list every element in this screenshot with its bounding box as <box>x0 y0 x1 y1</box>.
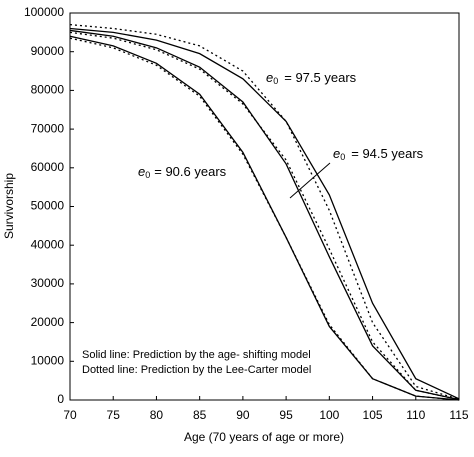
annotation-text: e0 = 94.5 years <box>333 146 424 162</box>
annotation: e0 = 94.5 years <box>289 146 424 199</box>
x-tick-label: 95 <box>279 408 293 422</box>
annotation-symbol: e <box>333 146 340 161</box>
dotted-line <box>69 31 460 401</box>
solid-line <box>69 29 460 401</box>
y-tick-label: 10000 <box>31 353 65 367</box>
x-axis-title: Age (70 years of age or more) <box>184 430 344 444</box>
annotation-text: e0 = 90.6 years <box>138 164 227 180</box>
dotted-line <box>69 37 460 401</box>
annotation-label: = 90.6 years <box>154 164 226 179</box>
x-tick-label: 80 <box>150 408 164 422</box>
annotation: e0 = 97.5 years <box>266 70 357 86</box>
annotation-label: = 97.5 years <box>284 70 356 85</box>
plot-frame <box>69 12 460 401</box>
x-tick-label: 75 <box>107 408 121 422</box>
y-tick-label: 60000 <box>31 160 65 174</box>
y-tick-label: 50000 <box>31 199 65 213</box>
annotation-symbol: e <box>266 70 273 85</box>
solid-line <box>69 27 460 400</box>
y-tick-label: 0 <box>57 392 64 406</box>
dotted-line <box>69 23 460 400</box>
y-tick-label: 30000 <box>31 276 65 290</box>
x-tick-label: 85 <box>193 408 207 422</box>
x-tick-label: 115 <box>449 408 468 422</box>
annotation-text: e0 = 97.5 years <box>266 70 357 86</box>
annotation-sub: 0 <box>145 170 150 180</box>
y-tick-label: 90000 <box>31 44 65 58</box>
annotation-symbol: e <box>138 164 145 179</box>
legend-note: Solid line: Prediction by the age- shift… <box>82 349 311 361</box>
annotation-sub: 0 <box>273 76 278 86</box>
y-tick-label: 100000 <box>24 5 64 19</box>
y-tick-label: 20000 <box>31 315 65 329</box>
y-tick-label: 70000 <box>31 121 65 135</box>
x-tick-label: 70 <box>63 408 77 422</box>
y-axis-title: Survivorship <box>2 173 16 239</box>
x-tick-label: 110 <box>406 408 425 422</box>
annotation-pointer <box>289 162 331 199</box>
y-tick-label: 80000 <box>31 83 65 97</box>
x-tick-label: 105 <box>363 408 383 422</box>
annotation: e0 = 90.6 years <box>138 164 227 180</box>
annotation-label: = 94.5 years <box>351 146 423 161</box>
legend-note: Dotted line: Prediction by the Lee-Carte… <box>82 364 311 376</box>
y-tick-label: 40000 <box>31 237 65 251</box>
x-tick-label: 90 <box>236 408 250 422</box>
annotation-sub: 0 <box>340 152 345 162</box>
solid-line <box>69 35 460 401</box>
x-tick-label: 100 <box>319 408 339 422</box>
